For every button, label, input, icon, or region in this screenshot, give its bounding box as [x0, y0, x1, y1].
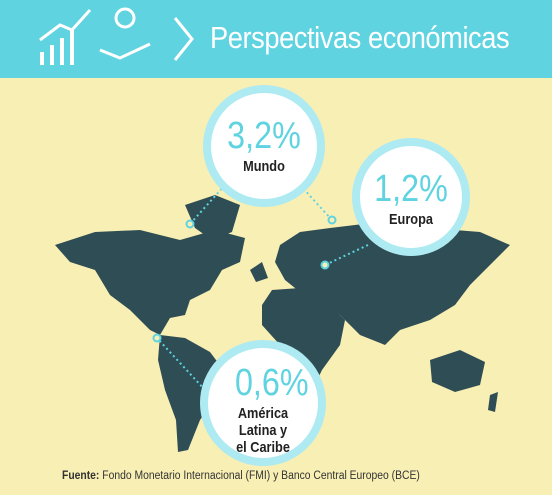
callout-label: América Latina y el Caribe — [236, 405, 290, 456]
source: Fuente: Fondo Monetario Internacional (F… — [62, 470, 420, 482]
callout-label: Europa — [389, 211, 433, 228]
connectors — [156, 184, 369, 391]
callout: 1,2% Europa — [352, 138, 470, 256]
callout-label: Mundo — [243, 158, 285, 175]
callout-value: 0,6% — [234, 362, 309, 404]
header-icons — [39, 7, 194, 65]
callout: 3,2% Mundo — [203, 85, 325, 207]
title: Perspectivas económicas — [210, 20, 510, 55]
callout: 0,6% América Latina y el Caribe — [200, 340, 326, 466]
continents — [55, 195, 510, 452]
header: Perspectivas económicas — [0, 0, 552, 78]
callout-value: 3,2% — [227, 115, 301, 157]
source-label: Fuente: — [62, 470, 100, 482]
markers — [152, 215, 337, 343]
callout-value: 1,2% — [374, 168, 448, 210]
source-text: Fondo Monetario Internacional (FMI) y Ba… — [102, 470, 420, 482]
